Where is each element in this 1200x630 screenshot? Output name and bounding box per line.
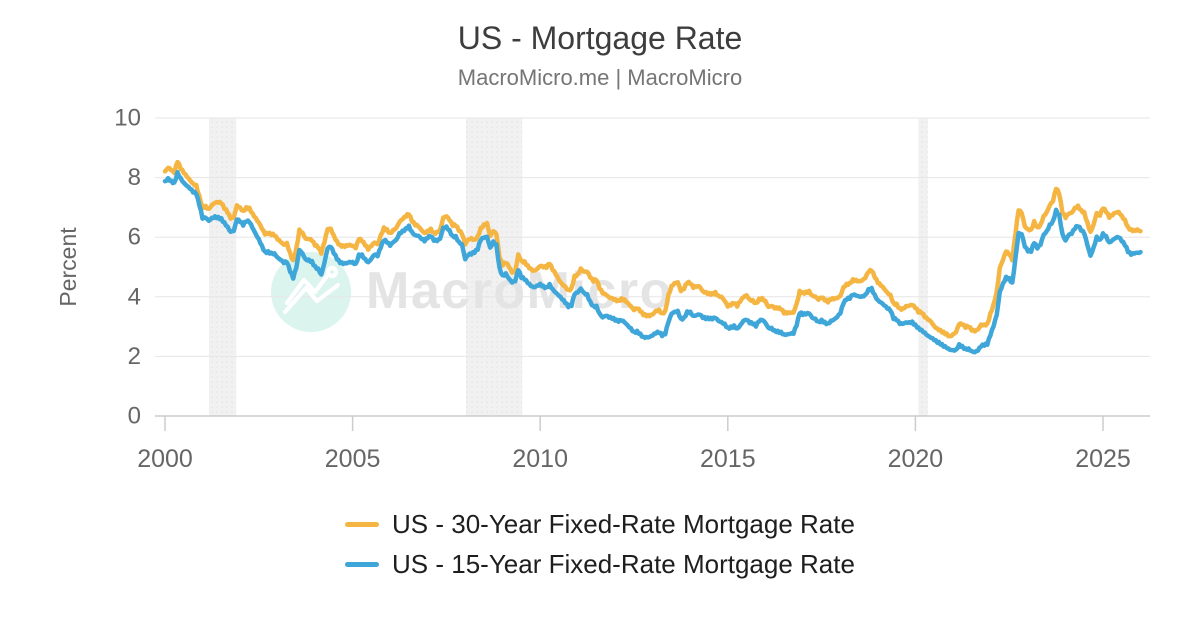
legend-item-30y[interactable]: US - 30-Year Fixed-Rate Mortgage Rate xyxy=(345,509,855,540)
watermark-logo-mark xyxy=(282,265,341,315)
x-tick-label: 2000 xyxy=(137,445,193,473)
recession-bands xyxy=(208,118,928,416)
y-tick-label: 4 xyxy=(128,283,141,310)
axis-tick-labels: 0 2 4 6 8 10 2000 2005 2010 2015 2020 2025 xyxy=(114,105,1131,474)
series-lines xyxy=(162,159,1143,355)
x-tick-label: 2015 xyxy=(700,445,756,473)
legend: US - 30-Year Fixed-Rate Mortgage Rate US… xyxy=(0,509,1200,580)
chart-title: US - Mortgage Rate xyxy=(457,20,743,56)
y-tick-label: 6 xyxy=(128,224,141,251)
legend-label-15y: US - 15-Year Fixed-Rate Mortgage Rate xyxy=(392,549,855,579)
y-tick-label: 10 xyxy=(114,105,141,132)
recession-band xyxy=(918,118,928,416)
legend-item-15y[interactable]: US - 15-Year Fixed-Rate Mortgage Rate xyxy=(345,549,855,580)
series-line-15y xyxy=(162,169,1143,355)
y-tick-label: 0 xyxy=(128,403,141,430)
y-tick-label: 2 xyxy=(128,343,141,370)
recession-band xyxy=(465,118,523,416)
legend-swatch-15y xyxy=(345,562,380,567)
x-tick-label: 2010 xyxy=(512,445,568,473)
x-tick-label: 2005 xyxy=(325,445,381,473)
series-line-30y xyxy=(162,159,1143,339)
x-tick-label: 2025 xyxy=(1075,445,1131,473)
legend-label-30y: US - 30-Year Fixed-Rate Mortgage Rate xyxy=(392,509,855,539)
y-tick-label: 8 xyxy=(128,164,141,191)
x-tick-label: 2020 xyxy=(888,445,944,473)
axes xyxy=(155,415,1150,431)
chart-subtitle: MacroMicro.me | MacroMicro xyxy=(457,65,743,90)
recession-band xyxy=(208,118,237,416)
chart-header: US - Mortgage Rate MacroMicro.me | Macro… xyxy=(0,0,1200,91)
y-axis-title: Percent xyxy=(55,227,81,307)
legend-swatch-30y xyxy=(345,522,380,527)
gridlines xyxy=(155,117,1150,357)
